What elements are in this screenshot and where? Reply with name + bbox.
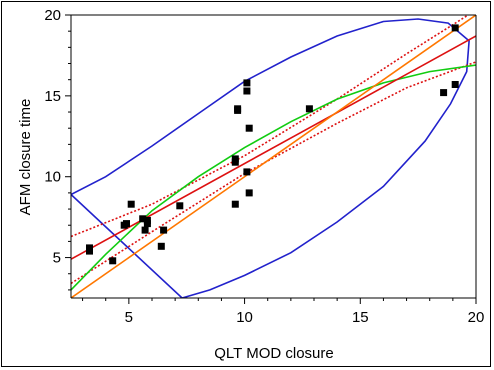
confidence-band-lower [71, 61, 476, 285]
data-point [139, 215, 147, 223]
density-ellipse [71, 18, 470, 298]
data-point [243, 79, 251, 87]
data-point [109, 257, 117, 265]
data-point [127, 200, 135, 208]
data-points [86, 24, 459, 265]
data-point [157, 242, 165, 250]
x-axis-title: QLT MOD closure [214, 345, 333, 362]
regression-line [71, 35, 476, 260]
data-point [451, 81, 459, 88]
data-point [176, 202, 184, 210]
identity-line [71, 15, 476, 298]
data-point [141, 226, 149, 234]
data-point [451, 24, 459, 32]
smooth-fit-line [71, 64, 476, 291]
data-point [86, 244, 93, 252]
x-tick-label: 5 [125, 309, 133, 326]
axes: 5 10 15 20 5 10 15 20 [44, 7, 484, 326]
data-point [123, 220, 130, 228]
data-point [243, 87, 251, 95]
data-point [231, 200, 239, 208]
y-tick-label: 10 [44, 169, 61, 186]
y-tick-label: 15 [44, 88, 61, 105]
confidence-band-upper [71, 15, 470, 238]
data-point [143, 216, 151, 224]
data-point [234, 105, 242, 113]
x-tick-label: 15 [352, 309, 369, 326]
data-point [231, 155, 239, 163]
y-axis-title: AFM closure time [17, 99, 34, 216]
data-point [243, 168, 251, 176]
y-tick-label: 20 [44, 7, 61, 24]
data-point [305, 105, 313, 113]
x-tick-label: 10 [236, 309, 253, 326]
y-tick-label: 5 [53, 250, 61, 267]
plot-area [71, 15, 476, 298]
data-point [440, 89, 448, 97]
data-point [245, 124, 253, 132]
x-tick-label: 20 [468, 309, 485, 326]
data-point [160, 226, 168, 234]
data-point [245, 189, 253, 197]
